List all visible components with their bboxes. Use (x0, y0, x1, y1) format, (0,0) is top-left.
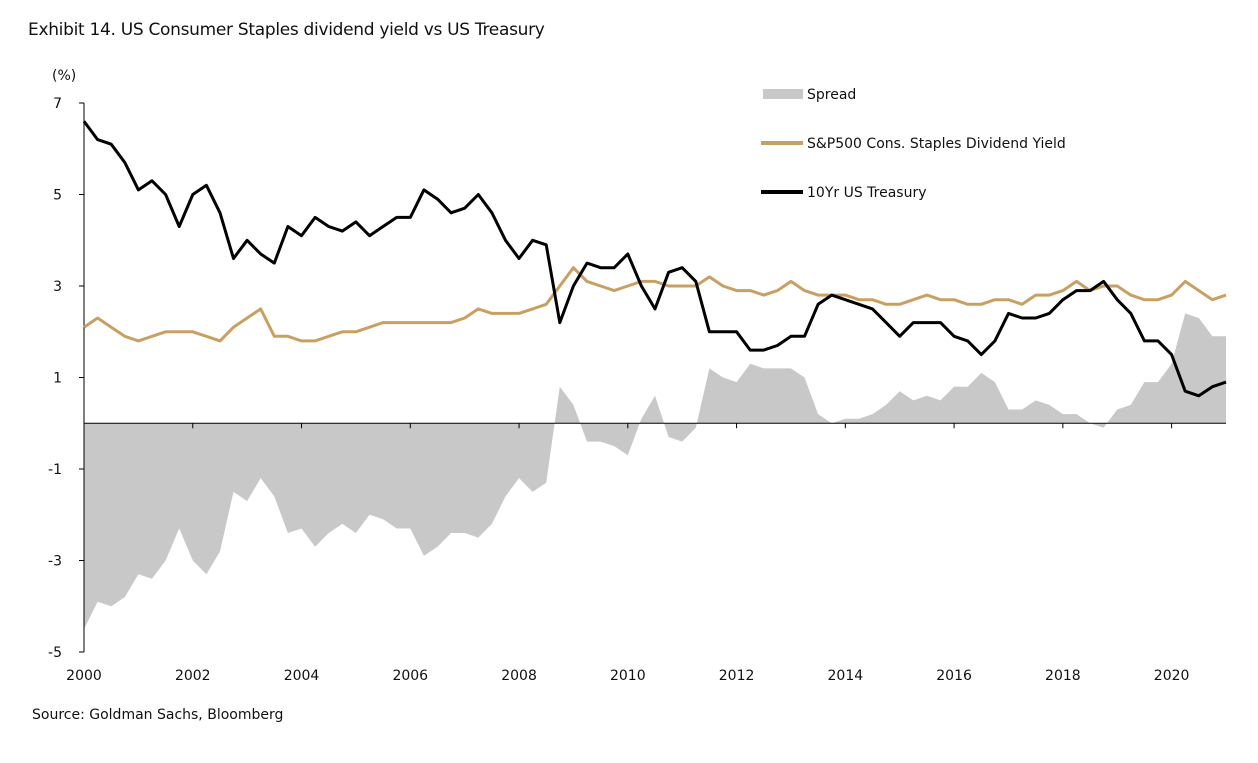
spread-area (84, 313, 1226, 630)
x-tick-label: 2020 (1154, 668, 1190, 684)
x-tick-label: 2008 (501, 668, 537, 684)
y-tick-label: 1 (53, 371, 62, 387)
y-tick-label: -1 (48, 462, 62, 478)
y-tick-label: 5 (53, 188, 62, 204)
y-tick-label: -5 (48, 645, 62, 661)
x-tick-label: 2002 (175, 668, 211, 684)
x-tick-label: 2012 (719, 668, 755, 684)
x-tick-label: 2016 (936, 668, 972, 684)
legend-swatch-spread (763, 89, 803, 99)
x-tick-label: 2000 (66, 668, 102, 684)
y-tick-label: -3 (48, 554, 62, 570)
legend-label: Spread (807, 87, 856, 103)
source-note: Source: Goldman Sachs, Bloomberg (32, 707, 284, 723)
chart-title: Exhibit 14. US Consumer Staples dividend… (28, 20, 545, 40)
x-tick-label: 2004 (284, 668, 320, 684)
y-tick-label: 7 (53, 96, 62, 112)
y-axis-label: (%) (52, 68, 76, 84)
treasury-line (82, 120, 1227, 398)
x-tick-label: 2006 (392, 668, 428, 684)
legend-label: 10Yr US Treasury (807, 185, 927, 201)
x-tick-label: 2010 (610, 668, 646, 684)
x-tick-label: 2018 (1045, 668, 1081, 684)
y-tick-label: 3 (53, 279, 62, 295)
x-tick-label: 2014 (828, 668, 864, 684)
dividend-yield-line (83, 266, 1227, 343)
legend-label: S&P500 Cons. Staples Dividend Yield (807, 136, 1066, 152)
